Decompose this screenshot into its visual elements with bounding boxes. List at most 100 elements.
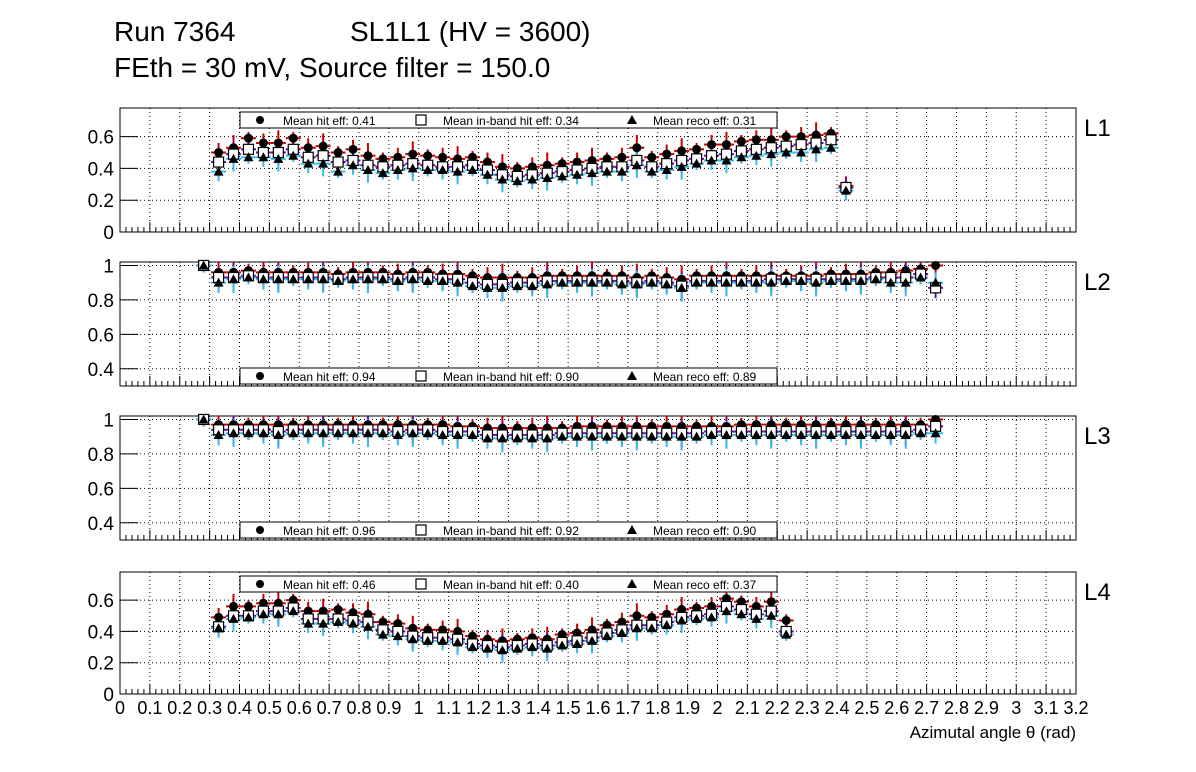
legend: Mean hit eff: 0.96 Mean in-band hit eff: …: [239, 521, 778, 539]
data-point-reco-eff: [333, 166, 344, 176]
data-point-hit-eff: [781, 132, 791, 142]
settings-label: FEth = 30 mV, Source filter = 150.0: [114, 52, 551, 83]
data-point-hit-eff: [707, 140, 717, 150]
x-tick-label: 1.9: [675, 698, 700, 718]
data-point-reco-eff: [437, 429, 448, 439]
data-point-reco-eff: [826, 275, 837, 285]
x-tick-label: 0.4: [227, 698, 252, 718]
data-point-reco-eff: [572, 277, 583, 287]
data-point-reco-eff: [646, 623, 657, 633]
x-tick-label: 2: [712, 698, 722, 718]
data-point-reco-eff: [228, 153, 239, 163]
x-tick-label: 2.7: [914, 698, 939, 718]
x-tick-label: 3.2: [1063, 698, 1088, 718]
x-tick-label: 0.9: [376, 698, 401, 718]
data-point-reco-eff: [512, 281, 523, 291]
data-point-hit-eff: [363, 151, 373, 161]
data-point-reco-eff: [661, 279, 672, 289]
data-point-reco-eff: [362, 428, 373, 438]
legend-marker-hit: [256, 526, 264, 534]
y-tick-label: 0.8: [88, 445, 114, 466]
x-tick-label: 1.4: [526, 698, 551, 718]
data-point-reco-eff: [796, 275, 807, 285]
data-point-hit-eff: [348, 144, 358, 154]
data-point-reco-eff: [766, 149, 777, 159]
data-point-reco-eff: [348, 160, 359, 170]
legend-marker-hit: [256, 116, 264, 124]
data-point-reco-eff: [512, 433, 523, 443]
x-tick-label: 0.7: [317, 698, 342, 718]
data-point-reco-eff: [318, 274, 329, 284]
data-point-reco-eff: [691, 158, 702, 168]
data-point-hit-eff: [557, 159, 567, 169]
data-point-reco-eff: [348, 274, 359, 284]
data-point-reco-eff: [736, 609, 747, 619]
data-point-hit-eff: [617, 152, 627, 162]
panel-frame: [119, 107, 1077, 233]
data-point-reco-eff: [407, 428, 418, 438]
x-tick-label: 1.2: [466, 698, 491, 718]
data-point-hit-eff: [438, 152, 448, 162]
legend-box: [239, 111, 778, 129]
data-point-reco-eff: [288, 606, 299, 616]
data-point-hit-eff: [602, 154, 612, 164]
panel-label: L2: [1084, 269, 1111, 296]
data-point-reco-eff: [706, 429, 717, 439]
data-point-reco-eff: [512, 643, 523, 653]
legend-entry-hit: Mean hit eff: 0.94: [283, 370, 376, 384]
data-point-hit-eff: [587, 155, 597, 165]
data-point-hit-eff: [393, 152, 403, 162]
data-point-reco-eff: [392, 275, 403, 285]
data-point-hit-eff: [931, 260, 941, 270]
data-point-reco-eff: [243, 272, 254, 282]
data-point-reco-eff: [631, 623, 642, 633]
data-point-reco-eff: [422, 165, 433, 174]
data-point-reco-eff: [736, 429, 747, 439]
y-tick-label: 0: [103, 223, 114, 244]
data-point-reco-eff: [228, 274, 239, 284]
x-tick-label: 2.4: [824, 698, 849, 718]
panel-label: L4: [1084, 579, 1111, 606]
data-point-hit-eff: [453, 154, 463, 164]
data-point-reco-eff: [362, 274, 373, 284]
data-point-reco-eff: [930, 277, 941, 287]
data-point-inband-eff: [332, 156, 344, 168]
data-point-reco-eff: [840, 429, 851, 439]
data-point-reco-eff: [243, 428, 254, 438]
data-point-reco-eff: [676, 161, 687, 171]
data-point-reco-eff: [407, 274, 418, 284]
data-point-reco-eff: [542, 279, 553, 289]
data-point-reco-eff: [482, 169, 493, 179]
data-point-reco-eff: [288, 428, 299, 438]
data-point-reco-eff: [766, 610, 777, 620]
data-point-reco-eff: [840, 185, 851, 195]
data-point-hit-eff: [736, 136, 746, 146]
data-point-reco-eff: [766, 429, 777, 439]
data-point-reco-eff: [467, 642, 478, 652]
legend-marker-hit: [256, 580, 264, 588]
data-point-reco-eff: [631, 279, 642, 289]
x-tick-label: 1.1: [436, 698, 461, 718]
data-point-reco-eff: [258, 428, 269, 438]
panel-label: L3: [1084, 423, 1111, 450]
data-point-reco-eff: [527, 642, 538, 652]
data-point-hit-eff: [258, 138, 268, 148]
panel-frame: [119, 415, 1077, 541]
data-point-reco-eff: [362, 621, 373, 631]
data-point-reco-eff: [452, 277, 463, 287]
data-point-reco-eff: [616, 628, 627, 637]
data-point-reco-eff: [691, 431, 702, 441]
data-point-reco-eff: [348, 428, 359, 438]
data-point-reco-eff: [601, 277, 612, 287]
data-point-hit-eff: [273, 138, 283, 148]
y-tick-label: 0.6: [88, 128, 114, 149]
data-point-reco-eff: [303, 618, 314, 628]
data-point-reco-eff: [691, 277, 702, 287]
data-point-reco-eff: [213, 623, 224, 633]
data-point-hit-eff: [647, 152, 657, 162]
data-point-reco-eff: [452, 429, 463, 439]
data-point-reco-eff: [646, 277, 657, 287]
y-tick-label: 1: [103, 410, 114, 431]
legend-entry-reco: Mean reco eff: 0.37: [653, 578, 757, 592]
data-point-hit-eff: [303, 143, 313, 153]
